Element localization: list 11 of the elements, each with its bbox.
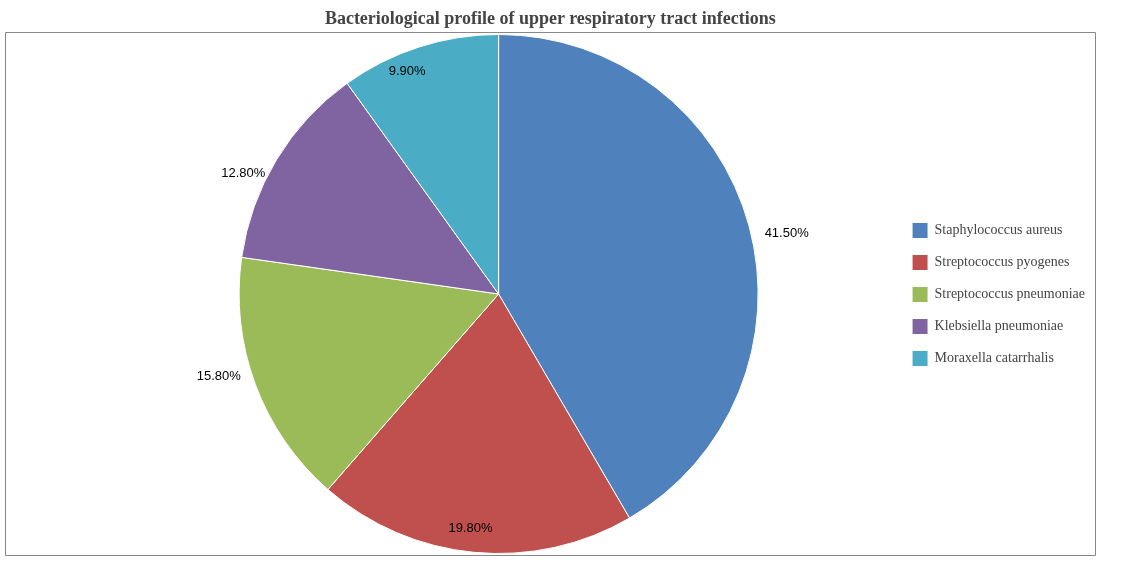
chart-title: Bacteriological profile of upper respiratory tract infections bbox=[324, 7, 776, 28]
data-label: 15.80% bbox=[196, 368, 242, 384]
legend-label: Staphylococcus aureus bbox=[934, 221, 1063, 238]
legend-label: Moraxella catarrhalis bbox=[934, 349, 1054, 366]
legend-label: Streptococcus pneumoniae bbox=[934, 285, 1085, 302]
legend-label: Streptococcus pyogenes bbox=[934, 253, 1070, 270]
legend-label: Klebsiella pneumoniae bbox=[934, 317, 1064, 334]
data-label: 12.80% bbox=[221, 165, 266, 181]
data-label: 9.90% bbox=[388, 63, 426, 79]
data-label: 19.80% bbox=[448, 519, 493, 535]
data-label: 41.50% bbox=[764, 225, 810, 241]
